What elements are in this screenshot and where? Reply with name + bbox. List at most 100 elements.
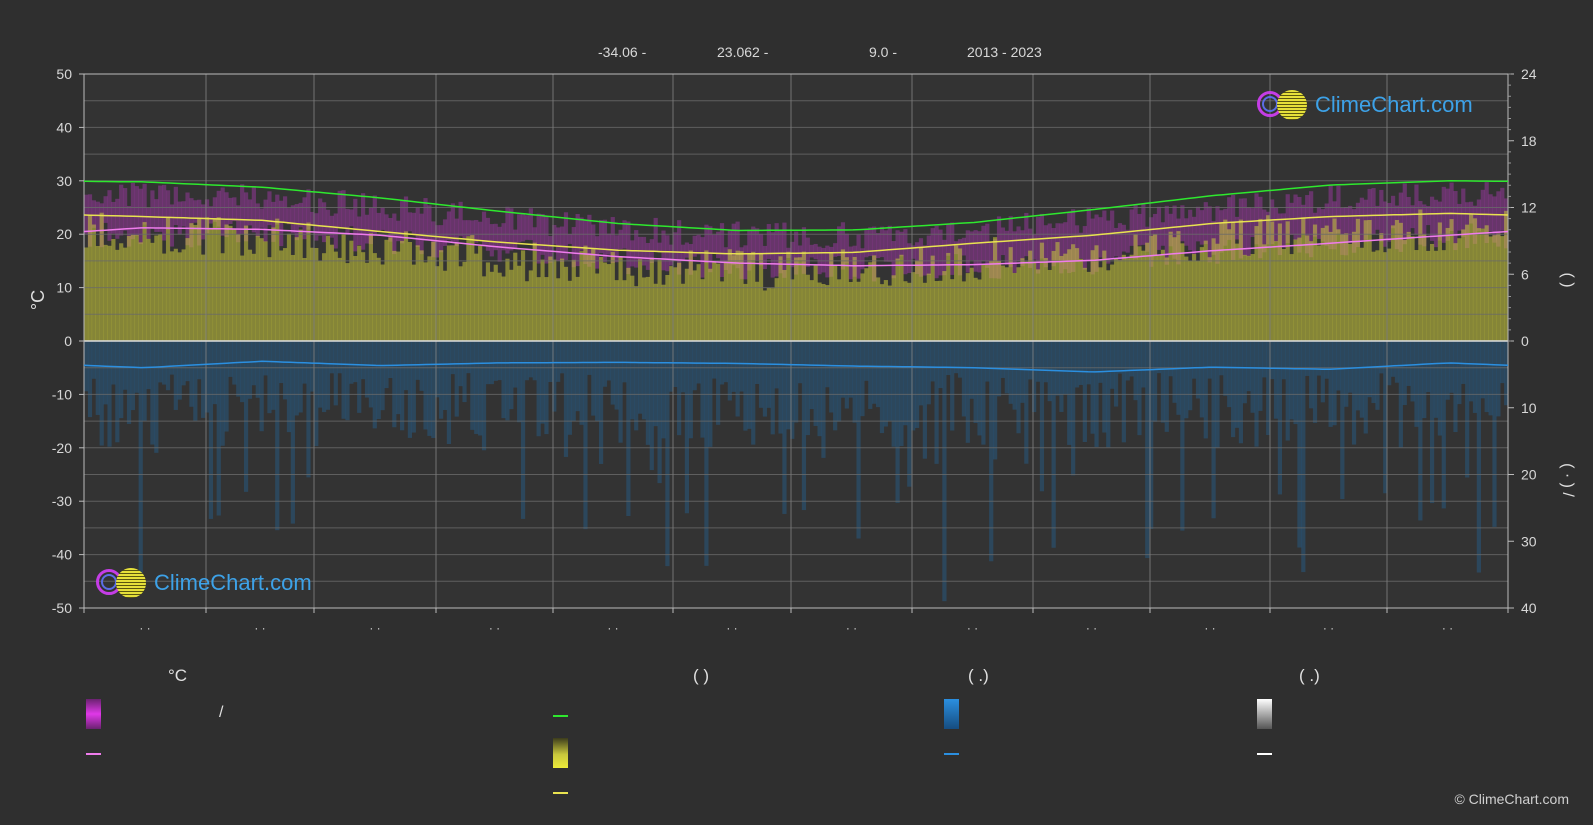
daily-temp-range-bar — [1106, 220, 1111, 264]
daily-temp-range-bar — [735, 221, 740, 269]
daily-precipitation-bar — [989, 341, 994, 562]
daily-precipitation-bar — [368, 341, 373, 408]
daily-temp-range-bar — [961, 237, 967, 256]
legend-temperature-header: °C — [168, 666, 188, 685]
daily-sunshine-bar — [1351, 231, 1357, 341]
daily-temp-range-bar — [532, 227, 537, 250]
daily-temp-range-bar — [692, 235, 697, 257]
daily-sunshine-bar — [817, 282, 822, 341]
daily-sunshine-bar — [349, 240, 354, 341]
daily-sunshine-bar — [1180, 243, 1185, 341]
daily-temp-range-bar — [887, 225, 892, 262]
daily-temp-range-bar — [158, 185, 163, 232]
daily-temp-range-bar — [481, 211, 487, 247]
daily-temp-range-bar — [415, 207, 420, 247]
daily-sunshine-bar — [240, 255, 245, 341]
daily-sunshine-bar — [996, 261, 1002, 341]
daily-sunshine-bar — [478, 245, 483, 341]
daily-precipitation-bar — [442, 341, 448, 411]
daily-sunshine-bar — [1184, 256, 1189, 341]
daily-temp-range-bar — [1012, 231, 1017, 274]
daily-temp-range-bar — [520, 213, 526, 242]
y-right-top-tick-label: 6 — [1521, 266, 1529, 282]
daily-sunshine-bar — [591, 249, 596, 341]
daily-sunshine-bar — [282, 248, 288, 341]
daily-precipitation-bar — [372, 341, 377, 429]
daily-temp-range-bar — [1164, 205, 1169, 265]
daily-sunshine-bar — [833, 264, 838, 341]
daily-temp-range-bar — [528, 208, 533, 241]
daily-temp-range-bar — [169, 204, 175, 247]
daily-sunshine-bar — [361, 252, 366, 341]
y-left-tick-label: 40 — [56, 119, 72, 135]
daily-sunshine-bar — [310, 247, 315, 341]
daily-sunshine-bar — [1106, 270, 1111, 341]
daily-sunshine-bar — [536, 277, 541, 341]
daily-temp-range-bar — [310, 211, 315, 227]
daily-precipitation-bar — [423, 341, 428, 430]
daily-precipitation-bar — [481, 341, 487, 451]
daily-temp-range-bar — [380, 207, 385, 230]
daily-precipitation-bar — [735, 341, 740, 417]
daily-precipitation-bar — [146, 341, 151, 390]
daily-sunshine-bar — [1336, 229, 1341, 341]
daily-sunshine-bar — [1067, 249, 1072, 341]
daily-temp-range-bar — [766, 224, 771, 259]
daily-temp-range-bar — [439, 225, 444, 253]
daily-precipitation-bar — [895, 341, 900, 503]
daily-precipitation-bar — [446, 341, 452, 445]
daily-temp-range-bar — [1309, 191, 1314, 258]
daily-sunshine-bar — [290, 254, 295, 341]
daily-precipitation-bar — [1277, 341, 1283, 495]
daily-precipitation-bar — [1258, 341, 1263, 411]
daily-temp-range-bar — [353, 198, 358, 252]
daily-sunshine-bar — [747, 253, 752, 341]
daily-precipitation-bar — [298, 341, 303, 413]
daily-precipitation-bar — [501, 341, 506, 419]
daily-precipitation-bar — [731, 341, 736, 392]
x-tick-label: · · — [1204, 621, 1215, 635]
daily-precipitation-bar — [743, 341, 748, 431]
daily-sunshine-bar — [634, 286, 639, 341]
daily-temp-range-bar — [1320, 209, 1325, 242]
daily-sunshine-bar — [314, 248, 319, 341]
climechart-logo-icon — [1257, 88, 1311, 122]
daily-precipitation-bar — [158, 341, 163, 383]
daily-precipitation-bar — [571, 341, 576, 422]
daily-sunshine-bar — [333, 251, 338, 341]
daily-temp-range-bar — [501, 223, 506, 251]
daily-temp-range-bar — [1367, 188, 1372, 235]
daily-precipitation-bar — [595, 341, 600, 422]
brand-logo-top[interactable]: ClimeChart.com — [1257, 88, 1473, 122]
y-left-tick-label: 30 — [56, 173, 72, 189]
daily-temp-range-bar — [294, 204, 299, 241]
daily-temp-range-bar — [240, 184, 245, 234]
daily-precipitation-bar — [918, 341, 924, 406]
daily-precipitation-bar — [993, 341, 998, 460]
header-elevation: 9.0 - — [869, 44, 898, 60]
daily-precipitation-bar — [1074, 341, 1080, 388]
y-right-top-tick-label: 18 — [1521, 133, 1537, 149]
daily-precipitation-bar — [1270, 341, 1275, 380]
daily-sunshine-bar — [318, 260, 323, 341]
daily-sunshine-bar — [1102, 250, 1107, 341]
daily-temp-range-bar — [259, 208, 264, 228]
daily-sunshine-bar — [251, 253, 256, 341]
brand-logo-bottom[interactable]: ClimeChart.com — [96, 566, 312, 600]
daily-precipitation-bar — [517, 341, 522, 423]
daily-sunshine-bar — [1047, 269, 1052, 341]
daily-sunshine-bar — [751, 251, 756, 341]
mean-temperature-line — [83, 227, 1509, 267]
daily-precipitation-bar — [123, 341, 128, 390]
daily-precipitation-bar — [1090, 341, 1095, 434]
daily-temp-range-bar — [493, 223, 498, 251]
daily-sunshine-bar — [961, 281, 967, 341]
daily-precipitation-bar — [470, 341, 475, 430]
daily-temp-range-bar — [1383, 201, 1388, 247]
daily-sunshine-bar — [739, 251, 744, 341]
daily-temp-range-bar — [1480, 189, 1485, 229]
daily-precipitation-bar — [1281, 341, 1286, 380]
legend-swatch-sunshine-range — [553, 738, 568, 768]
daily-sunshine-bar — [1480, 228, 1485, 341]
daily-precipitation-bar — [204, 341, 210, 413]
